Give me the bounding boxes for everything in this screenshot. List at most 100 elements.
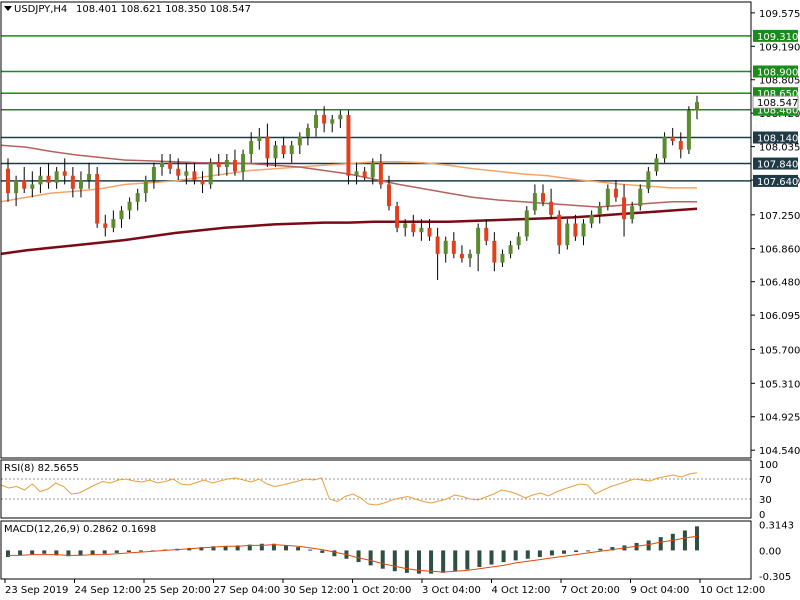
candle-body <box>330 119 335 124</box>
price-tick-label: 108.035 <box>759 143 800 154</box>
ohlc-label: 108.401 108.621 108.350 108.547 <box>76 4 251 15</box>
candle-body <box>192 171 197 181</box>
level-badge <box>753 65 798 78</box>
candle-body <box>565 223 570 246</box>
candle-body <box>346 114 351 176</box>
candle-body <box>208 162 213 185</box>
macd-bar <box>284 545 289 551</box>
current-price-label: 108.547 <box>757 98 798 109</box>
price-tick-label: 109.190 <box>759 42 800 53</box>
candle-body <box>370 162 375 178</box>
rsi-pane[interactable] <box>0 472 751 506</box>
candle-body <box>289 145 294 154</box>
candle-body <box>476 227 481 254</box>
price-tick-label: 108.805 <box>759 76 800 87</box>
macd-bar <box>308 549 313 551</box>
candle-body <box>176 168 181 176</box>
candle-body <box>435 236 440 254</box>
candle-body <box>143 180 148 194</box>
macd-bar <box>78 550 83 556</box>
candle-body <box>516 236 521 246</box>
rsi-tick-label: 70 <box>759 475 772 486</box>
candle-body <box>386 184 391 207</box>
macd-bar <box>501 550 506 563</box>
current-price-badge <box>752 95 799 109</box>
candle-body <box>508 245 513 254</box>
price-pane-border <box>0 1 752 459</box>
price-tick-label: 105.310 <box>759 379 800 390</box>
candle-body <box>135 193 140 202</box>
rsi-tick-label: 0 <box>759 510 765 521</box>
candle-body <box>241 154 246 172</box>
candle-body <box>419 227 424 233</box>
time-tick-label: 30 Sep 12:00 <box>283 585 350 596</box>
candle-body <box>532 193 537 211</box>
macd-bar <box>586 550 591 552</box>
candle-body <box>395 206 400 228</box>
macd-bar <box>102 550 107 554</box>
price-tick-label: 106.860 <box>759 245 800 256</box>
candle-body <box>427 227 432 237</box>
price-tick-label: 106.095 <box>759 311 800 322</box>
price-pane[interactable] <box>0 35 751 280</box>
candle-body <box>678 140 683 150</box>
price-tick-label: 105.700 <box>759 345 800 356</box>
macd-bar <box>368 550 373 566</box>
macd-bar <box>211 546 216 551</box>
macd-bar <box>453 550 458 572</box>
macd-bar <box>223 546 228 551</box>
candle-body <box>111 219 116 228</box>
level-badge <box>753 131 798 144</box>
candle-body <box>46 175 51 183</box>
level-badge-label: 108.650 <box>757 89 798 100</box>
macd-tick-label: 0.3143 <box>759 520 794 531</box>
macd-bar <box>441 550 446 573</box>
candle-body <box>160 162 165 168</box>
candle-body <box>265 136 270 159</box>
macd-bar <box>610 547 615 551</box>
candle-body <box>549 201 554 215</box>
candle-body <box>103 223 108 228</box>
level-badge <box>753 157 798 170</box>
rsi-label: RSI(8) 82.5655 <box>4 463 79 474</box>
macd-bar <box>646 540 651 551</box>
macd-bar <box>465 550 470 570</box>
candle-body <box>403 223 408 228</box>
macd-bar <box>416 550 421 574</box>
macd-bar <box>199 547 204 551</box>
price-tick-label: 107.250 <box>759 211 800 222</box>
time-tick-label: 27 Sep 04:00 <box>214 585 281 596</box>
time-tick-label: 24 Sep 12:00 <box>75 585 142 596</box>
candle-body <box>119 210 124 220</box>
macd-bar <box>320 550 325 553</box>
rsi-tick-label: 100 <box>759 460 778 471</box>
macd-tick-label: -0.305 <box>759 572 791 583</box>
macd-bar <box>66 550 71 557</box>
macd-bar <box>513 550 518 561</box>
candle-body <box>200 180 205 185</box>
macd-bar <box>598 548 603 551</box>
macd-bar <box>429 550 434 574</box>
candle-body <box>224 160 229 168</box>
candle-body <box>362 171 367 178</box>
macd-bar <box>6 550 10 558</box>
macd-bar <box>30 550 35 555</box>
price-tick-label: 104.540 <box>759 446 800 457</box>
moving-average-slow <box>0 207 698 256</box>
collapse-triangle-icon[interactable] <box>4 6 12 11</box>
price-tick-label: 104.925 <box>759 413 800 424</box>
time-tick-label: 9 Oct 04:00 <box>631 585 690 596</box>
candle-body <box>6 168 10 194</box>
rsi-tick-label: 30 <box>759 495 772 506</box>
macd-bar <box>42 550 47 554</box>
macd-bar <box>489 550 494 565</box>
macd-pane[interactable] <box>6 526 699 574</box>
candle-body <box>257 136 262 141</box>
rsi-pane-border <box>0 459 752 519</box>
candle-body <box>168 162 173 169</box>
macd-bar <box>537 550 542 558</box>
macd-pane-border <box>0 520 752 580</box>
candle-body <box>14 180 19 194</box>
candle-body <box>62 171 67 176</box>
